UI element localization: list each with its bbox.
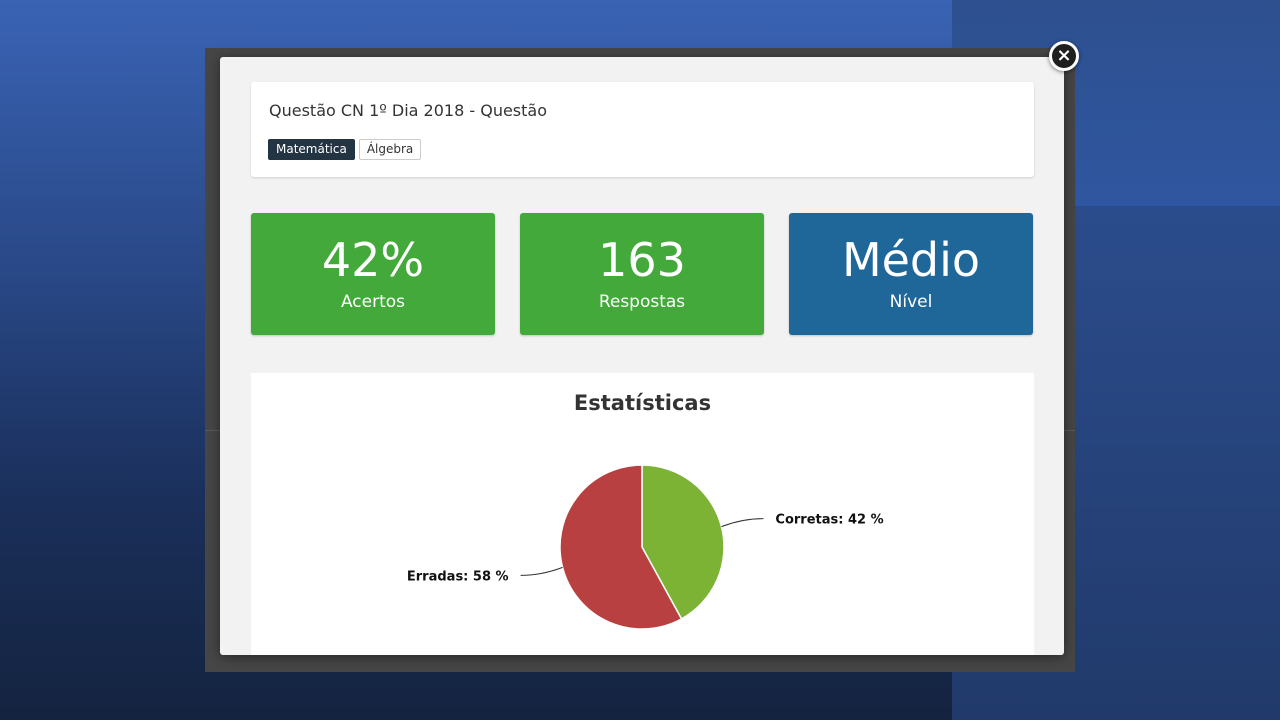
close-icon[interactable]: × xyxy=(1049,41,1079,71)
tag-subject[interactable]: Matemática xyxy=(268,139,355,160)
pie-slice-corretas[interactable] xyxy=(641,464,725,620)
stat-card-respostas: 163 Respostas xyxy=(520,213,764,335)
tag-topic[interactable]: Álgebra xyxy=(358,139,422,160)
pie-label-connector xyxy=(721,518,764,528)
stat-card-acertos: 42% Acertos xyxy=(251,213,495,335)
pie-label-connector xyxy=(520,566,563,576)
stat-value: 42% xyxy=(321,233,425,287)
stat-card-nivel: Médio Nível xyxy=(789,213,1033,335)
pie-data-label-erradas: Erradas: 58 % xyxy=(407,569,509,584)
stat-label: Nível xyxy=(889,292,933,312)
question-header-card: Questão CN 1º Dia 2018 - Questão Matemát… xyxy=(251,82,1034,177)
statistics-chart-card: Estatísticas Corretas: 42 % Erradas: 58 % xyxy=(251,373,1034,655)
tag-list: Matemática Álgebra xyxy=(268,139,422,160)
stat-value: Médio xyxy=(841,233,981,287)
pie-data-label-corretas: Corretas: 42 % xyxy=(775,513,883,528)
stat-label: Respostas xyxy=(598,292,686,312)
chart-title: Estatísticas xyxy=(573,391,712,415)
question-stats-modal: Questão CN 1º Dia 2018 - Questão Matemát… xyxy=(220,57,1064,655)
stat-value: 163 xyxy=(598,233,686,287)
stat-label: Acertos xyxy=(340,292,406,312)
pie-chart: Corretas: 42 % Erradas: 58 % xyxy=(407,464,884,630)
question-title: Questão CN 1º Dia 2018 - Questão xyxy=(269,101,547,120)
